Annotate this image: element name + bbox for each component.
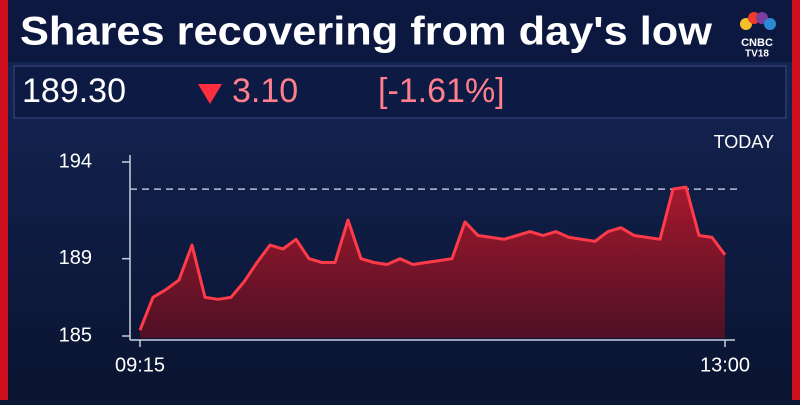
y-tick-label: 189	[59, 247, 92, 269]
down-arrow	[198, 84, 222, 104]
title: Shares recovering from day's low	[20, 10, 713, 54]
logo-text: CNBC	[741, 37, 773, 49]
line	[138, 185, 727, 331]
title-bar	[8, 0, 792, 62]
y-tick-label: 194	[59, 150, 92, 172]
x-tick-label: 09:15	[115, 354, 165, 376]
price: 189.30	[22, 72, 126, 110]
logo-text: TV18	[745, 49, 769, 60]
y-tick-label: 185	[59, 324, 92, 346]
right-border	[792, 0, 800, 400]
x-tick-label: 13:00	[700, 354, 750, 376]
change: 3.10	[232, 72, 298, 110]
change-percent: [-1.61%]	[378, 72, 505, 110]
period-label: TODAY	[714, 132, 774, 152]
price-bar	[13, 65, 787, 119]
logo-peacock	[740, 12, 776, 30]
left-border	[0, 0, 8, 400]
